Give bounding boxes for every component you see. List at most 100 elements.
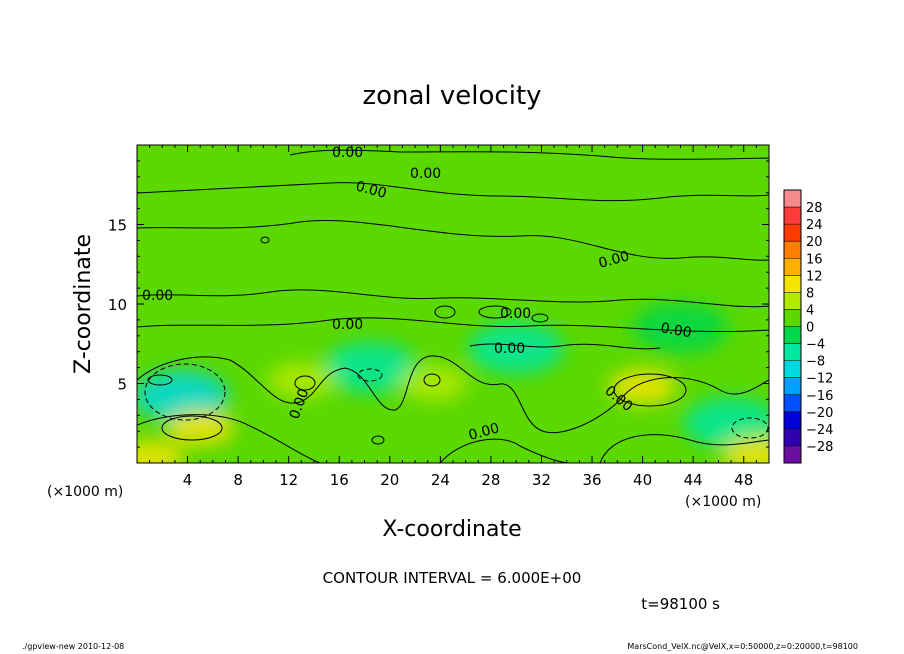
negative-anomaly bbox=[322, 341, 419, 394]
positive-anomaly bbox=[137, 440, 184, 463]
contour-label: 0.00 bbox=[142, 288, 173, 304]
contour-line bbox=[137, 219, 769, 261]
colorbar-label: −24 bbox=[806, 423, 833, 438]
positive-anomaly bbox=[722, 437, 769, 463]
x-ticks: 4 8 12 16 20 24 28 32 36 40 44 48 bbox=[149, 145, 757, 489]
negative-anomaly bbox=[137, 370, 230, 423]
x-tick-label: 12 bbox=[279, 471, 298, 489]
x-tick-label: 28 bbox=[481, 471, 500, 489]
contour-line bbox=[434, 305, 456, 319]
x-tick-label: 20 bbox=[380, 471, 399, 489]
contour-line bbox=[260, 236, 270, 244]
colorbar-label: −16 bbox=[806, 389, 833, 404]
x-tick-label: 16 bbox=[330, 471, 349, 489]
colorbar-swatch bbox=[784, 190, 801, 208]
colorbar-swatch bbox=[784, 207, 801, 225]
velocity-field bbox=[137, 301, 769, 463]
contour-line bbox=[439, 438, 571, 463]
x-tick-label: 44 bbox=[684, 471, 703, 489]
plot-area: 0.00 0.00 0.00 0.00 0.00 0.00 0.00 0.00 … bbox=[108, 144, 770, 489]
contour-label: 0.00 bbox=[659, 320, 692, 341]
positive-anomaly bbox=[400, 365, 469, 402]
colorbar-swatch bbox=[784, 428, 801, 447]
contour-line bbox=[294, 375, 316, 391]
z-axis-label: Z-coordinate bbox=[71, 234, 96, 374]
colorbar-label: 4 bbox=[806, 303, 814, 318]
contour-line bbox=[137, 355, 769, 434]
contour-line bbox=[137, 182, 769, 202]
positive-anomaly bbox=[166, 410, 235, 447]
colorbar-label: −4 bbox=[806, 338, 825, 353]
colorbar-swatch bbox=[784, 258, 801, 276]
contour-label: 0.00 bbox=[500, 306, 531, 322]
z-tick-label: 15 bbox=[108, 217, 127, 235]
contour-line bbox=[469, 343, 661, 350]
colorbar-swatch bbox=[784, 411, 801, 430]
contour-label: 0.00 bbox=[410, 166, 441, 182]
colorbar-label: 28 bbox=[806, 201, 823, 216]
colorbar-swatch bbox=[784, 309, 801, 327]
contour-line bbox=[371, 435, 385, 445]
x-axis-label: X-coordinate bbox=[382, 517, 521, 542]
colorbar-label: 0 bbox=[806, 321, 814, 336]
contour-line bbox=[599, 434, 769, 463]
positive-contours bbox=[147, 236, 687, 445]
x-tick-label: 36 bbox=[582, 471, 601, 489]
x-unit-label-right: (×1000 m) bbox=[685, 494, 761, 510]
contour-line bbox=[161, 415, 223, 441]
colorbar-label: 12 bbox=[806, 269, 823, 284]
colorbar-swatch bbox=[784, 224, 801, 242]
contour-line bbox=[478, 305, 512, 319]
colorbar-label: −20 bbox=[806, 406, 833, 421]
colorbar-label: 8 bbox=[806, 286, 814, 301]
contour-line bbox=[613, 373, 687, 407]
contour-line bbox=[357, 368, 383, 382]
x-unit-label: (×1000 m) bbox=[47, 484, 123, 500]
contour-line bbox=[423, 373, 441, 387]
contour-line bbox=[137, 317, 769, 333]
x-tick-label: 8 bbox=[233, 471, 243, 489]
colorbar-swatch bbox=[784, 326, 801, 345]
colorbar-swatch bbox=[784, 445, 801, 464]
negative-anomaly bbox=[632, 301, 729, 354]
colorbar-swatch bbox=[784, 275, 801, 293]
colorbar-swatch bbox=[784, 377, 801, 396]
contour-label: 0.00 bbox=[494, 341, 525, 357]
contour-label: 0.00 bbox=[332, 145, 363, 161]
contour-label-layer: 0.00 0.00 0.00 0.00 0.00 0.00 0.00 0.00 … bbox=[142, 145, 693, 444]
contour-line bbox=[289, 149, 769, 160]
contour-line bbox=[137, 289, 769, 308]
colorbar-swatch bbox=[784, 241, 801, 259]
z-ticks: 5 10 15 bbox=[108, 160, 769, 448]
contour-line bbox=[144, 363, 226, 421]
contour-line bbox=[531, 313, 549, 323]
positive-anomaly bbox=[608, 368, 677, 405]
footer-right: MarsCond_VelX.nc@VelX,x=0:50000,z=0:2000… bbox=[627, 642, 858, 651]
contour-line bbox=[731, 417, 769, 439]
x-tick-label: 24 bbox=[431, 471, 450, 489]
negative-anomaly bbox=[468, 322, 565, 375]
positive-anomaly bbox=[267, 362, 336, 399]
contour-line bbox=[147, 374, 173, 386]
contour-label: 0.00 bbox=[597, 248, 631, 272]
footer-left: ./gpview-new 2010-12-08 bbox=[22, 642, 125, 651]
z-tick-label: 5 bbox=[117, 376, 127, 394]
contour-label: 0.00 bbox=[354, 178, 388, 202]
chart-title: zonal velocity bbox=[362, 81, 541, 111]
colorbar-swatch bbox=[784, 360, 801, 379]
contour-lines bbox=[137, 149, 769, 463]
colorbar-label: 24 bbox=[806, 218, 823, 233]
colorbar: 28 24 20 16 12 8 4 0 −4 −8 −12 −16 −20 −24 −28 bbox=[783, 189, 833, 464]
colorbar-label: −28 bbox=[806, 440, 833, 455]
colorbar-label: 16 bbox=[806, 252, 823, 267]
colorbar-label: −8 bbox=[806, 355, 825, 370]
negative-contours bbox=[144, 363, 769, 439]
contour-label: 0.00 bbox=[467, 420, 501, 444]
negative-anomaly bbox=[683, 397, 769, 450]
x-tick-label: 40 bbox=[633, 471, 652, 489]
x-tick-label: 32 bbox=[532, 471, 551, 489]
colorbar-label: −12 bbox=[806, 372, 833, 387]
time-label: t=98100 s bbox=[641, 595, 720, 613]
contour-label: 0.00 bbox=[332, 317, 363, 333]
